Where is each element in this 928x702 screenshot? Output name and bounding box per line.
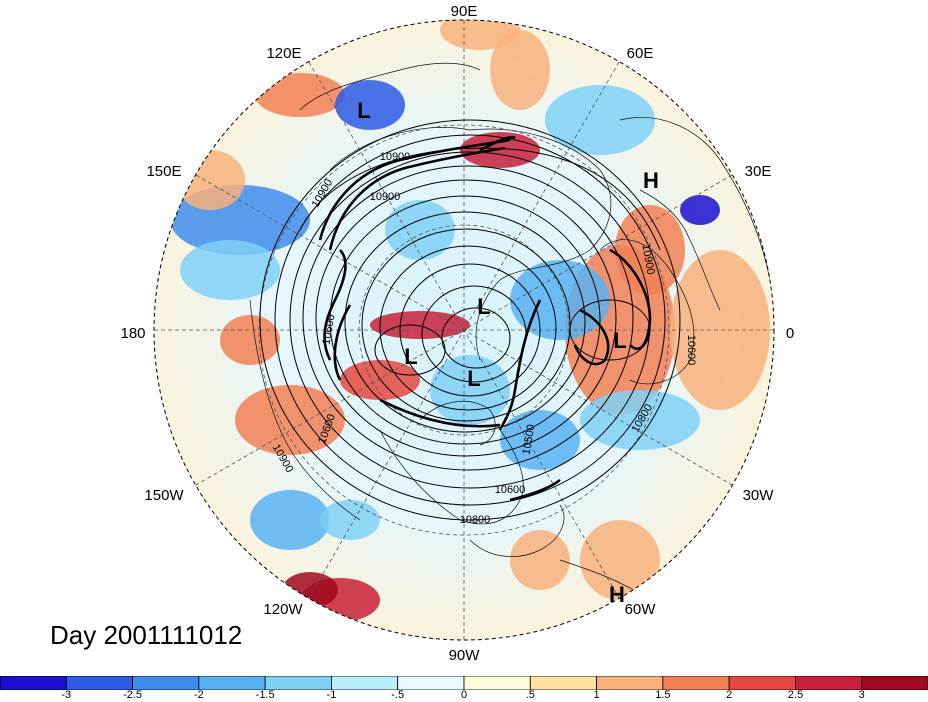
jet-isotachs [318,135,652,502]
anomaly-patch [180,240,280,300]
colorbar-tick-label: 0 [460,689,468,701]
contour-label: 10500 [520,423,537,455]
longitude-labels: 90E 60E 30E 0 30W 60W 90W 120W 150W 180 150E 120E [120,3,794,664]
anomaly-patch [235,385,345,455]
colorbar-tick-label: 3 [858,689,865,701]
colorbar-tick-label: -.5 [391,689,405,701]
anomaly-patch [335,80,405,130]
colorbar-tick-label: -1 [326,689,337,701]
contour-label: 10600 [320,313,337,345]
colorbar-swatch [397,676,465,690]
grid-lines [154,20,774,640]
contour-label: 10900 [380,151,411,163]
colorbar-swatch [795,676,863,690]
longitude-label: 60W [625,601,657,618]
colorbar-tick-label: 1 [593,689,600,701]
longitude-label: 60E [627,45,654,62]
anomaly-patch [385,200,455,260]
colorbar-swatch [463,676,531,690]
anomaly-patch [670,250,770,410]
colorbar-swatch [331,676,399,690]
colorbar-swatch [65,676,133,690]
low-pressure-label: L [357,98,370,123]
anomaly-patch [580,520,660,600]
high-pressure-label: H [643,168,659,193]
colorbar-swatch [529,676,597,690]
anomaly-patch [320,500,380,540]
map-boundary [153,19,775,641]
colorbar-swatch [0,676,67,690]
colorbar-tick-label: 2 [726,689,733,701]
anomaly-patch [510,260,610,340]
contour-label: 10900 [639,243,656,275]
anomaly-patch [545,85,655,155]
colorbar-ticks: -3 -2.5 -2 -1.5 -1 -.5 0 .5 1 1.5 2 2.5 3 [0,689,928,702]
longitude-label: 30E [745,163,772,180]
colorbar-swatch [728,676,796,690]
colorbar-swatch [264,676,332,690]
anomaly-field [154,20,774,640]
anomaly-patch [510,530,570,590]
colorbar [0,676,928,690]
anomaly-patch [440,20,520,50]
longitude-label: 150E [146,163,181,180]
height-contours [259,119,681,521]
colorbar-swatch [132,676,200,690]
anomaly-patch [250,490,330,550]
low-pressure-label: L [404,344,417,369]
colorbar-swatch [861,676,928,690]
contour-label: 10800 [460,514,491,526]
high-pressure-label: H [609,582,625,607]
low-pressure-label: L [477,294,490,319]
coastlines [249,62,771,611]
colorbar-tick-label: 1.5 [655,689,671,701]
colorbar-tick-label: 2.5 [787,689,804,701]
longitude-label: 120W [263,601,303,618]
colorbar-tick-label: -2 [193,689,204,701]
day-label: Day 2001111012 [50,620,243,650]
longitude-label: 0 [786,325,794,342]
colorbar-tick-label: .5 [525,689,535,701]
anomaly-patch [255,73,345,117]
anomaly-patch [680,195,720,225]
colorbar-swatch [198,676,266,690]
contour-label: 10600 [495,484,526,496]
anomaly-patch [220,315,280,365]
pressure-centers: LLLLLHHL [357,98,659,607]
colorbar-swatch [596,676,664,690]
anomaly-patch [580,390,700,450]
longitude-label: 90E [451,3,478,20]
low-pressure-label: L [467,366,480,391]
longitude-label: 120E [266,45,301,62]
anomaly-patch [175,150,245,210]
contour-label: 10900 [370,191,401,203]
anomaly-patch [370,311,470,339]
colorbar-tick-label: -1.5 [255,689,275,701]
longitude-label: 30W [743,487,775,504]
anomaly-patch [490,30,550,110]
longitude-label: 180 [120,325,145,342]
longitude-label: 150W [144,487,184,504]
low-pressure-label: L [613,328,626,353]
longitude-label: 90W [449,647,481,664]
colorbar-swatch [662,676,730,690]
colorbar-tick-label: -2.5 [123,689,143,701]
colorbar-tick-label: -3 [61,689,72,701]
contour-label: 10600 [685,335,697,366]
